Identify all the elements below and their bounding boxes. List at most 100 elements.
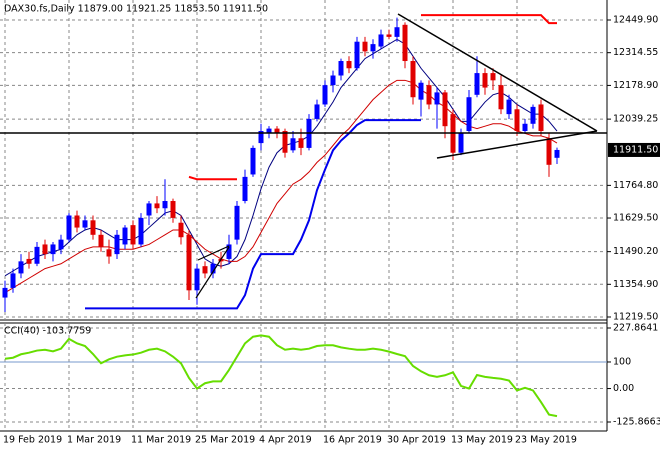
candle-body (362, 41, 368, 52)
candle-body (114, 234, 120, 255)
candle-body (442, 92, 448, 127)
candle-body (522, 123, 528, 132)
candle-body (546, 138, 552, 165)
candle-body (66, 215, 72, 240)
candle-body (266, 128, 272, 134)
candle-body (50, 244, 56, 255)
indicator-title: CCI(40) -103.7759 (4, 326, 91, 337)
candle-body (178, 222, 184, 238)
candle-body (106, 249, 112, 257)
y-tick-label: 12178.90 (613, 80, 658, 91)
candle-body (322, 85, 328, 105)
x-tick-label: 30 Apr 2019 (387, 435, 446, 446)
candle-body (170, 201, 176, 218)
candle-body (418, 82, 424, 100)
candle-body (234, 205, 240, 240)
y-tick-label: 11764.80 (613, 180, 658, 191)
y-tick-label: 11490.20 (613, 246, 658, 257)
indicator-line (4, 38, 558, 277)
price-label: 11911.50 (613, 144, 658, 155)
y-tick-label: 12449.90 (613, 15, 658, 26)
candle-body (290, 138, 296, 151)
candle-body (330, 75, 336, 86)
chart-title: DAX30.fs,Daily 11879.00 11921.25 11853.5… (4, 4, 268, 15)
candle-body (394, 27, 400, 37)
candle-body (98, 234, 104, 247)
candle-body (354, 41, 360, 69)
candle-body (514, 109, 520, 132)
candle-body (18, 261, 24, 274)
cci-line (4, 334, 558, 418)
x-tick-label: 4 Apr 2019 (259, 435, 312, 446)
indicator-line (85, 119, 421, 310)
candle-body (434, 92, 440, 105)
candle-body (370, 44, 376, 52)
candle-body (162, 201, 168, 209)
candle-body (538, 104, 544, 132)
candle-body (530, 106, 536, 124)
y-tick-label: 11219.50 (613, 311, 658, 322)
x-tick-label: 11 Mar 2019 (131, 435, 191, 446)
candle-body (298, 138, 304, 148)
candle-body (74, 215, 80, 228)
candle-body (130, 225, 136, 245)
x-tick-label: 16 Apr 2019 (323, 435, 382, 446)
x-tick-label: 25 Mar 2019 (195, 435, 255, 446)
x-tick-label: 19 Feb 2019 (3, 435, 62, 446)
candle-body (42, 244, 48, 255)
candle-body (210, 263, 216, 274)
indicator-line (4, 79, 558, 294)
x-tick-label: 13 May 2019 (451, 435, 513, 446)
candle-body (490, 73, 496, 81)
candle-body (242, 176, 248, 202)
x-tick-label: 23 May 2019 (515, 435, 577, 446)
candle-body (274, 128, 280, 134)
trendline (195, 246, 230, 299)
candle-body (26, 258, 32, 264)
candle-body (386, 34, 392, 37)
candle-body (458, 133, 464, 153)
candle-body (186, 234, 192, 291)
candle-body (346, 61, 352, 69)
candle-body (202, 266, 208, 274)
candle-body (146, 203, 152, 216)
trendline (436, 130, 598, 159)
candle-body (282, 131, 288, 153)
candle-body (466, 97, 472, 132)
candle-body (474, 73, 480, 95)
y-tick-label: 11354.90 (613, 279, 658, 290)
candle-body (2, 287, 8, 298)
indicator-line (188, 175, 237, 181)
candle-body (426, 85, 432, 105)
y-tick-label: 0.00 (613, 383, 634, 394)
y-tick-label: 12039.25 (613, 114, 658, 125)
candle-body (34, 246, 40, 264)
candle-body (506, 99, 512, 115)
candle-body (338, 61, 344, 76)
candle-body (482, 73, 488, 88)
candle-body (154, 203, 160, 209)
candle-body (498, 85, 504, 110)
candle-body (554, 149, 560, 158)
x-tick-label: 1 Mar 2019 (67, 435, 121, 446)
y-tick-label: 100 (613, 356, 631, 367)
candle-body (250, 147, 256, 175)
price-label-box (608, 142, 660, 157)
candle-body (122, 227, 128, 245)
candle-body (194, 268, 200, 291)
y-tick-label: 11629.50 (613, 213, 658, 224)
trendline (197, 245, 230, 261)
candle-body (410, 61, 416, 98)
candle-body (226, 244, 232, 259)
y-tick-label: -125.8663 (613, 417, 660, 428)
candle-body (58, 239, 64, 250)
y-tick-label: 12314.55 (613, 47, 658, 58)
indicator-line (421, 14, 557, 25)
candle-body (258, 131, 264, 144)
candle-body (10, 273, 16, 288)
candle-body (138, 217, 144, 245)
